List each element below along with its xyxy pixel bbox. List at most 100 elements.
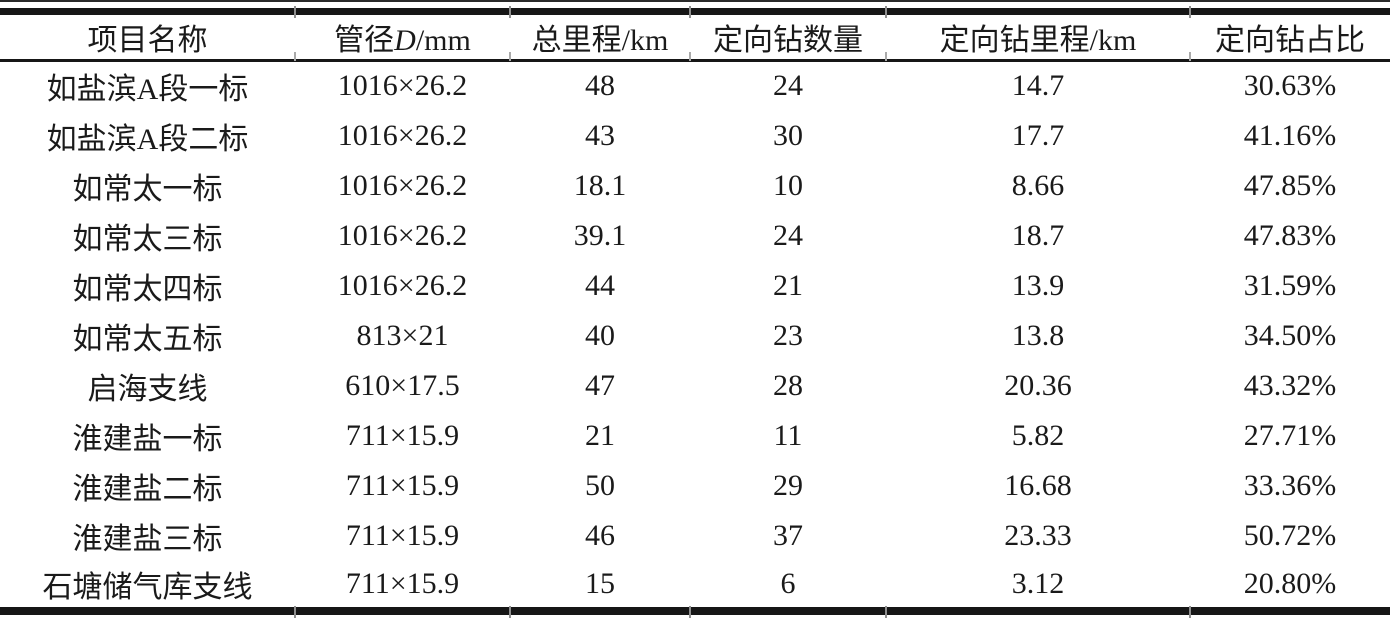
cell-total-mileage: 46 xyxy=(585,518,615,552)
cell-total-mileage: 43 xyxy=(585,118,615,152)
cell-hdd-count: 21 xyxy=(773,268,803,302)
cell-total-mileage: 18.1 xyxy=(573,168,627,202)
cell-pipe-diameter: 1016×26.2 xyxy=(337,168,468,202)
cell-hdd-count: 24 xyxy=(773,218,803,252)
table-row: 石塘储气库支线 711×15.9 15 6 3.12 20.80% xyxy=(0,561,1390,611)
column-boundary-tick xyxy=(294,6,296,18)
cell-total-mileage: 48 xyxy=(585,69,615,103)
cell-hdd-mileage: 16.68 xyxy=(1004,468,1072,502)
table-row: 淮建盐三标 711×15.9 46 37 23.33 50.72% xyxy=(0,511,1390,561)
cell-project-name: 淮建盐一标 xyxy=(72,422,223,456)
col-header-hdd-mileage: 定向钻里程/km xyxy=(939,24,1137,57)
cell-pipe-diameter: 711×15.9 xyxy=(345,418,460,452)
cell-hdd-ratio: 33.36% xyxy=(1243,468,1337,502)
cell-project-name: 淮建盐二标 xyxy=(72,472,223,506)
column-boundary-tick xyxy=(689,52,691,61)
cell-hdd-count: 28 xyxy=(773,368,803,402)
column-boundary-tick xyxy=(689,606,691,618)
cell-pipe-diameter: 1016×26.2 xyxy=(337,69,468,103)
cell-project-name: 如常太三标 xyxy=(72,222,223,256)
col-header-pipe-diameter: 管径D/mm xyxy=(295,12,510,61)
cell-pipe-diameter: 1016×26.2 xyxy=(337,118,468,152)
cell-pipe-diameter: 711×15.9 xyxy=(345,566,460,600)
column-boundary-tick xyxy=(294,52,296,61)
col-header-hdd-count: 定向钻数量 xyxy=(713,24,863,57)
cell-hdd-mileage: 13.8 xyxy=(1011,318,1065,352)
cell-total-mileage: 21 xyxy=(585,418,615,452)
cell-project-name: 如常太四标 xyxy=(72,272,223,306)
column-boundary-tick xyxy=(1189,6,1191,18)
diameter-header-symbol: D xyxy=(394,24,416,57)
cell-project-name: 如常太五标 xyxy=(72,322,223,356)
table-row: 如常太一标 1016×26.2 18.1 10 8.66 47.85% xyxy=(0,161,1390,211)
cell-project-name: 启海支线 xyxy=(87,372,208,406)
table-row: 淮建盐二标 711×15.9 50 29 16.68 33.36% xyxy=(0,461,1390,511)
col-header-hdd-ratio: 定向钻占比 xyxy=(1215,24,1365,57)
cell-hdd-count: 23 xyxy=(773,318,803,352)
cell-hdd-ratio: 47.85% xyxy=(1243,168,1337,202)
hdd-projects-table: 项目名称 管径D/mm 总里程/km 定向钻数量 定向钻里程/km 定向钻占比 … xyxy=(0,8,1390,615)
cell-hdd-mileage: 20.36 xyxy=(1004,368,1072,402)
cell-pipe-diameter: 1016×26.2 xyxy=(337,218,468,252)
cell-project-name: 如盐滨A段二标 xyxy=(46,122,249,156)
cell-total-mileage: 39.1 xyxy=(573,218,627,252)
cell-hdd-count: 30 xyxy=(773,118,803,152)
cell-hdd-count: 37 xyxy=(773,518,803,552)
cell-total-mileage: 44 xyxy=(585,268,615,302)
cell-hdd-ratio: 47.83% xyxy=(1243,218,1337,252)
cell-hdd-ratio: 30.63% xyxy=(1243,69,1337,103)
top-thin-rule xyxy=(0,0,1390,2)
header-row: 项目名称 管径D/mm 总里程/km 定向钻数量 定向钻里程/km 定向钻占比 xyxy=(0,12,1390,61)
cell-pipe-diameter: 610×17.5 xyxy=(345,368,460,402)
cell-pipe-diameter: 813×21 xyxy=(356,318,449,352)
cell-hdd-mileage: 17.7 xyxy=(1011,118,1065,152)
cell-hdd-mileage: 14.7 xyxy=(1011,69,1065,103)
table-row: 如盐滨A段一标 1016×26.2 48 24 14.7 30.63% xyxy=(0,61,1390,111)
cell-project-name: 石塘储气库支线 xyxy=(42,570,253,604)
cell-hdd-mileage: 3.12 xyxy=(1011,566,1065,600)
cell-project-name: 如盐滨A段一标 xyxy=(46,73,249,107)
cell-hdd-count: 11 xyxy=(773,418,803,452)
cell-hdd-ratio: 43.32% xyxy=(1243,368,1337,402)
col-header-total-mileage: 总里程/km xyxy=(531,24,669,57)
table-row: 淮建盐一标 711×15.9 21 11 5.82 27.71% xyxy=(0,411,1390,461)
cell-hdd-mileage: 13.9 xyxy=(1011,268,1065,302)
table-row: 如常太五标 813×21 40 23 13.8 34.50% xyxy=(0,311,1390,361)
table-row: 启海支线 610×17.5 47 28 20.36 43.32% xyxy=(0,361,1390,411)
table-row: 如盐滨A段二标 1016×26.2 43 30 17.7 41.16% xyxy=(0,111,1390,161)
diameter-header-suffix: /mm xyxy=(415,24,471,57)
column-boundary-tick xyxy=(1189,52,1191,61)
cell-hdd-mileage: 5.82 xyxy=(1011,418,1065,452)
cell-pipe-diameter: 711×15.9 xyxy=(345,468,460,502)
column-boundary-tick xyxy=(509,606,511,618)
table-row: 如常太四标 1016×26.2 44 21 13.9 31.59% xyxy=(0,261,1390,311)
column-boundary-tick xyxy=(509,6,511,18)
cell-project-name: 淮建盐三标 xyxy=(72,522,223,556)
cell-pipe-diameter: 1016×26.2 xyxy=(337,268,468,302)
cell-hdd-ratio: 20.80% xyxy=(1243,566,1337,600)
cell-hdd-ratio: 31.59% xyxy=(1243,268,1337,302)
column-boundary-tick xyxy=(885,6,887,18)
diameter-header-prefix: 管径 xyxy=(334,24,395,57)
cell-total-mileage: 47 xyxy=(585,368,615,402)
column-boundary-tick xyxy=(509,52,511,61)
cell-hdd-count: 24 xyxy=(773,69,803,103)
cell-hdd-mileage: 23.33 xyxy=(1004,518,1072,552)
col-header-project: 项目名称 xyxy=(87,24,208,57)
cell-total-mileage: 50 xyxy=(585,468,615,502)
cell-hdd-ratio: 34.50% xyxy=(1243,318,1337,352)
cell-total-mileage: 15 xyxy=(585,566,615,600)
cell-total-mileage: 40 xyxy=(585,318,615,352)
cell-hdd-count: 10 xyxy=(773,168,803,202)
cell-hdd-ratio: 41.16% xyxy=(1243,118,1337,152)
cell-hdd-count: 29 xyxy=(773,468,803,502)
cell-hdd-ratio: 50.72% xyxy=(1243,518,1337,552)
cell-pipe-diameter: 711×15.9 xyxy=(345,518,460,552)
cell-hdd-ratio: 27.71% xyxy=(1243,418,1337,452)
cell-project-name: 如常太一标 xyxy=(72,172,223,206)
column-boundary-tick xyxy=(885,52,887,61)
column-boundary-tick xyxy=(885,606,887,618)
column-boundary-tick xyxy=(1189,606,1191,618)
cell-hdd-mileage: 18.7 xyxy=(1011,218,1065,252)
